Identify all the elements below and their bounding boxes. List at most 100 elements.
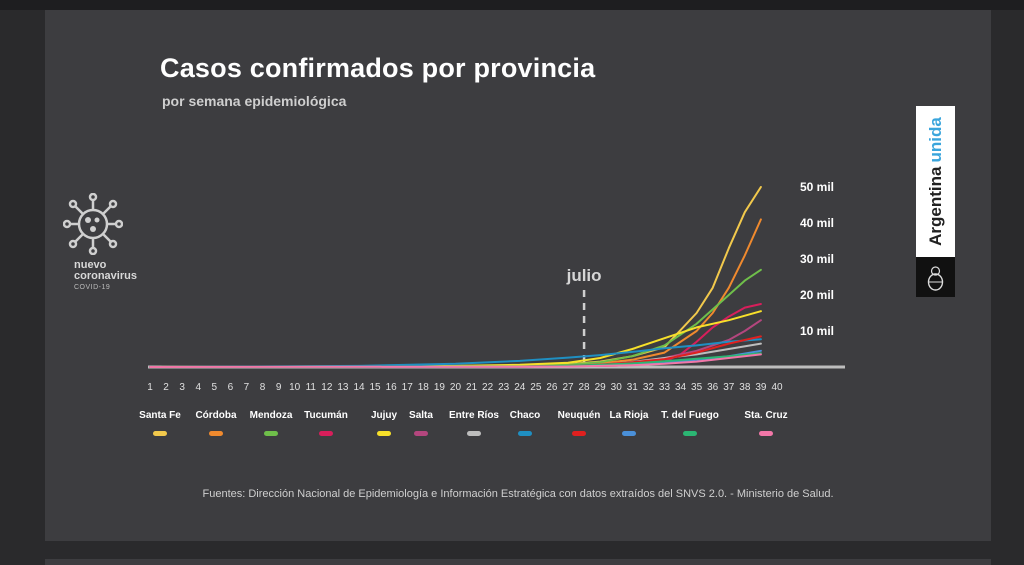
chart-legend: Santa Fe Córdoba Mendoza Tucumán Jujuy Salta E…: [138, 405, 801, 436]
x-tick-label: 1: [147, 382, 153, 393]
legend-item: Sta. Cruz: [731, 405, 801, 436]
y-tick-label: 30 mil: [800, 252, 834, 266]
legend-label: Santa Fe: [139, 410, 181, 421]
legend-item: Santa Fe: [125, 405, 195, 436]
x-tick-label: 17: [402, 382, 414, 393]
next-panel-edge: [45, 559, 991, 565]
legend-swatch: [414, 431, 428, 436]
virus-icon: [63, 193, 123, 255]
x-tick-label: 29: [595, 382, 607, 393]
x-tick-label: 3: [179, 382, 185, 393]
coat-of-arms-icon: [927, 266, 944, 291]
julio-annotation-label: julio: [566, 266, 602, 285]
legend-item: Entre Ríos: [439, 405, 509, 436]
x-tick-label: 20: [450, 382, 462, 393]
argentina-unida-badge: Argentina unida: [916, 106, 955, 297]
x-tick-label: 32: [643, 382, 655, 393]
legend-label: T. del Fuego: [661, 410, 719, 421]
legend-item: Jujuy: [349, 405, 419, 436]
legend-swatch: [518, 431, 532, 436]
legend-swatch: [377, 431, 391, 436]
x-tick-label: 21: [466, 382, 478, 393]
x-tick-label: 35: [691, 382, 703, 393]
x-tick-label: 22: [482, 382, 494, 393]
legend-swatch: [209, 431, 223, 436]
legend-item: Córdoba: [181, 405, 251, 436]
x-tick-label: 4: [195, 382, 201, 393]
x-tick-label: 19: [434, 382, 446, 393]
legend-item: Chaco: [490, 405, 560, 436]
x-tick-label: 13: [337, 382, 349, 393]
legend-swatch: [467, 431, 481, 436]
legend-swatch: [153, 431, 167, 436]
x-tick-label: 31: [627, 382, 639, 393]
series-line-mendoza: [149, 268, 762, 368]
logo-line-1: nuevo: [74, 259, 107, 271]
legend-swatch: [683, 431, 697, 436]
legend-item: Salta: [386, 405, 456, 436]
legend-label: Córdoba: [195, 410, 237, 421]
x-tick-label: 8: [260, 382, 266, 393]
x-tick-label: 11: [306, 382, 317, 393]
legend-label: Chaco: [509, 410, 541, 421]
x-tick-label: 2: [163, 382, 169, 393]
chart-subtitle: por semana epidemiológica: [162, 93, 347, 109]
x-tick-label: 34: [675, 382, 687, 393]
top-bar: [0, 0, 1024, 10]
x-tick-label: 26: [546, 382, 558, 393]
legend-item: Mendoza: [236, 405, 306, 436]
x-tick-label: 27: [562, 382, 574, 393]
series-line-santa-fe: [149, 186, 762, 368]
legend-item: T. del Fuego: [655, 405, 725, 436]
x-tick-label: 28: [579, 382, 591, 393]
legend-swatch: [759, 431, 773, 436]
x-tick-label: 24: [514, 382, 526, 393]
chart-title: Casos confirmados por provincia: [160, 53, 596, 83]
logo-line-2: coronavirus: [74, 270, 137, 282]
x-tick-label: 37: [723, 382, 735, 393]
legend-label: Mendoza: [249, 410, 293, 421]
legend-label: La Rioja: [609, 410, 649, 421]
legend-label: Neuquén: [557, 410, 601, 421]
x-tick-label: 16: [386, 382, 398, 393]
x-tick-label: 10: [289, 382, 301, 393]
legend-item: Neuquén: [544, 405, 614, 436]
x-tick-label: 36: [707, 382, 719, 393]
legend-swatch: [622, 431, 636, 436]
legend-label: Sta. Cruz: [744, 410, 788, 421]
x-tick-label: 6: [228, 382, 234, 393]
source-note: Fuentes: Dirección Nacional de Epidemiol…: [202, 488, 834, 500]
y-tick-label: 20 mil: [800, 288, 834, 302]
x-tick-label: 9: [276, 382, 282, 393]
legend-swatch: [319, 431, 333, 436]
x-tick-label: 7: [244, 382, 250, 393]
x-tick-label: 23: [498, 382, 510, 393]
x-tick-label: 14: [353, 382, 365, 393]
legend-label: Jujuy: [370, 410, 398, 421]
x-tick-label: 38: [739, 382, 751, 393]
legend-label: Tucumán: [304, 410, 348, 421]
logo-line-3: COVID-19: [74, 284, 111, 291]
x-tick-label: 33: [659, 382, 671, 393]
y-tick-label: 50 mil: [800, 180, 834, 194]
x-tick-label: 5: [212, 382, 218, 393]
x-tick-label: 30: [611, 382, 623, 393]
infographic-panel: Casos confirmados por provincia por sema…: [45, 10, 991, 541]
legend-label: Entre Ríos: [448, 410, 499, 421]
y-tick-label: 40 mil: [800, 216, 834, 230]
x-tick-label: 39: [755, 382, 767, 393]
x-tick-label: 40: [771, 382, 783, 393]
cases-line-chart: 1 2 3 4 5 6 7 8 9 10 11 12 13 14 15 16 17 18 19 20 21 22 23 24 2…: [147, 180, 845, 393]
series-line-c-rdoba: [149, 218, 762, 368]
legend-item: La Rioja: [594, 405, 664, 436]
legend-item: Tucumán: [291, 405, 361, 436]
series-line-sta-cruz: [149, 353, 762, 368]
y-tick-label: 10 mil: [800, 324, 834, 338]
x-tick-label: 18: [418, 382, 430, 393]
series-line-chaco: [149, 338, 762, 368]
legend-swatch: [572, 431, 586, 436]
legend-label: Salta: [409, 410, 433, 421]
legend-swatch: [264, 431, 278, 436]
x-tick-label: 12: [321, 382, 333, 393]
coronavirus-logo-text: nuevo coronavirus COVID-19: [74, 260, 137, 293]
